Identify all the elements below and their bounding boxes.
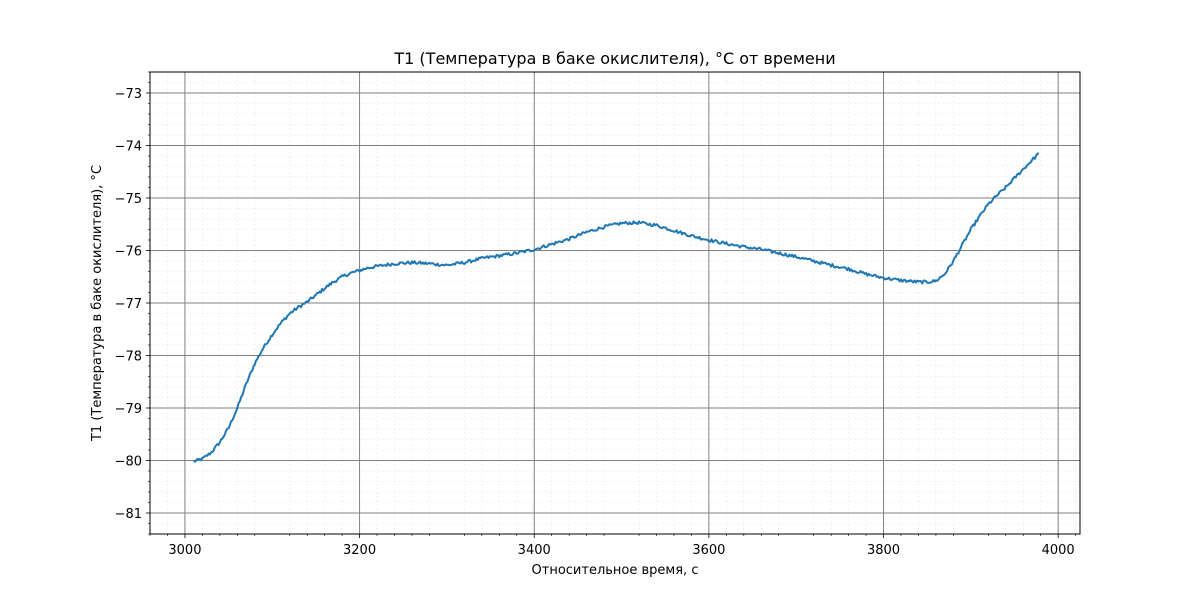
y-tick-label: −79	[115, 402, 142, 417]
x-tick-label: 3800	[867, 543, 900, 558]
x-tick-label: 3400	[518, 543, 551, 558]
y-tick-label: −78	[115, 350, 142, 365]
major-grid	[150, 72, 1080, 534]
minor-grid	[149, 71, 1080, 535]
y-tick-label: −76	[115, 245, 142, 260]
y-tick-label: −74	[115, 140, 142, 155]
x-tick-label: 3000	[168, 543, 201, 558]
x-tick-label: 3200	[343, 543, 376, 558]
plot-area	[149, 71, 1081, 535]
y-axis-title: T1 (Температура в баке окислителя), °C	[90, 165, 105, 442]
series-layer	[193, 152, 1040, 463]
y-tick-label: −77	[115, 297, 142, 312]
y-tick-label: −73	[115, 87, 142, 102]
x-tick-label: 4000	[1042, 543, 1075, 558]
chart-title: T1 (Температура в баке окислителя), °C о…	[393, 49, 835, 68]
series-line	[193, 152, 1040, 463]
x-axis-title: Относительное время, с	[532, 563, 699, 578]
y-tick-label: −81	[115, 507, 142, 522]
y-tick-label: −80	[115, 455, 142, 470]
y-tick-label: −75	[115, 192, 142, 207]
x-tick-label: 3600	[692, 543, 725, 558]
y-axis: −81 −80 −79 −78 −77 −76 −75 −74 −73	[115, 71, 150, 535]
x-axis: 3000 3200 3400 3600 3800 4000	[149, 534, 1076, 558]
